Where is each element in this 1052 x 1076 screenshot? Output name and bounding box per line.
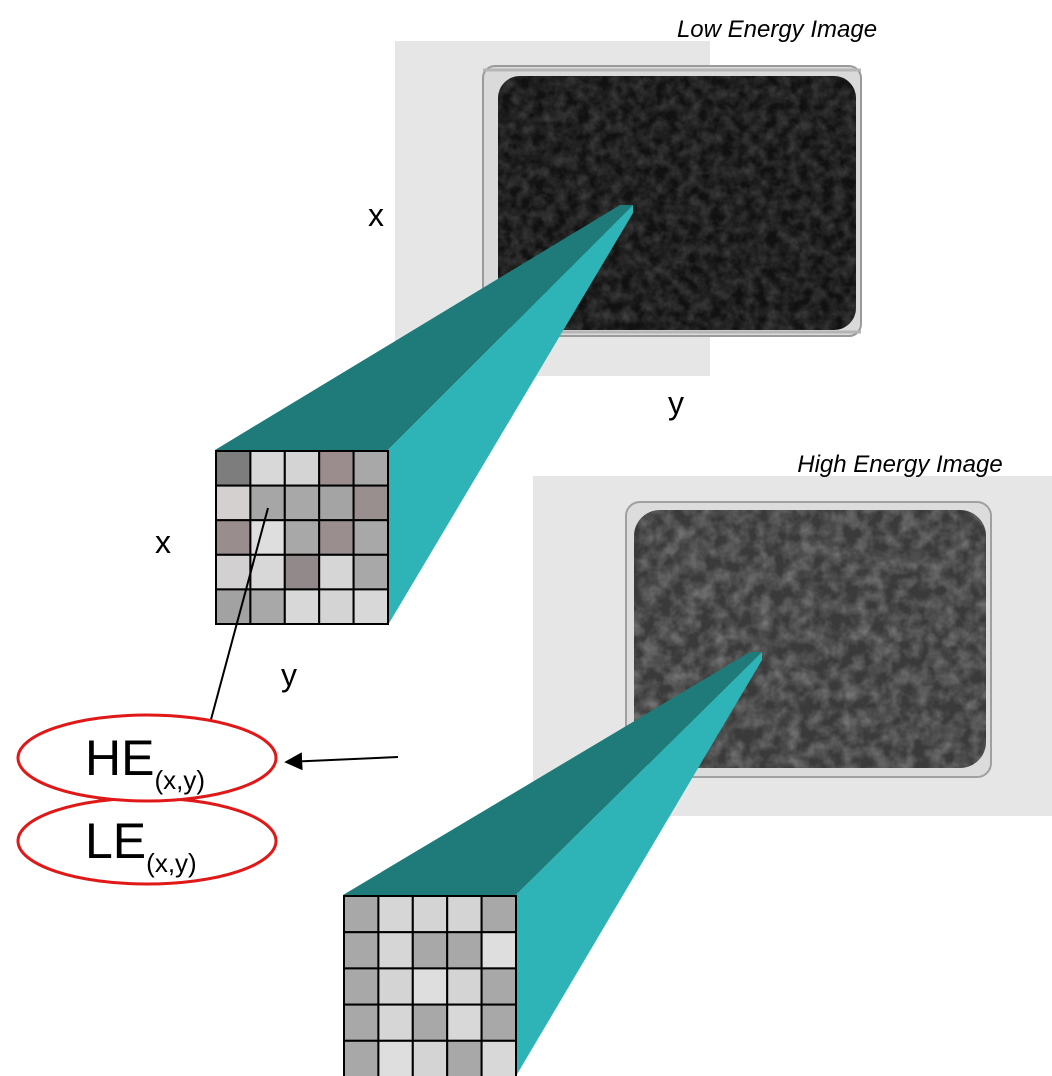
- low-grid-cell: [352, 553, 390, 591]
- low-grid-cell: [215, 519, 252, 556]
- low-grid-cell: [283, 553, 321, 591]
- high-grid-cell: [377, 967, 414, 1006]
- low-grid-cell: [215, 450, 252, 487]
- low-grid-cell: [352, 588, 390, 626]
- high-grid-cell: [480, 895, 518, 934]
- low-grid-y-label: y: [281, 657, 297, 693]
- high-grid-cell: [480, 931, 518, 970]
- low-grid-cell: [283, 588, 321, 626]
- high-grid-cell: [411, 1003, 449, 1042]
- high-grid-cell: [343, 931, 380, 970]
- high-grid-cell: [343, 895, 380, 934]
- he-ellipse: HE(x,y): [16, 713, 278, 803]
- high-pixel-grid: [343, 895, 518, 1076]
- high-grid-cell: [377, 931, 414, 970]
- low-pixel-grid: [215, 450, 390, 626]
- low-grid-cell: [249, 484, 286, 522]
- high-grid-cell: [411, 895, 449, 934]
- high-grid-cell: [411, 1039, 449, 1076]
- low-grid-cell: [249, 450, 286, 487]
- low-grid-cell: [352, 450, 390, 487]
- low-grid-x-label: x: [155, 524, 171, 560]
- low-grid-cell: [249, 519, 286, 556]
- high-zoom-prism-side: [516, 652, 762, 1076]
- high-grid-cell: [480, 1003, 518, 1042]
- low-zoom-prism-top: [215, 205, 633, 450]
- le-ellipse: LE(x,y): [16, 796, 278, 886]
- low-grid-cell: [352, 484, 390, 522]
- low-image-x-label: x: [368, 197, 384, 233]
- high-grid-cell: [446, 1039, 483, 1076]
- low-grid-cell: [249, 553, 286, 591]
- high-grid-cell: [411, 967, 449, 1006]
- high-energy-title: High Energy Image: [797, 451, 1002, 478]
- low-grid-cell: [352, 519, 390, 556]
- low-energy-title: Low Energy Image: [677, 16, 877, 43]
- high-grid-cell: [480, 1039, 518, 1076]
- low-grid-cell: [318, 519, 355, 556]
- le-label-main: LE: [85, 813, 146, 869]
- he-label-main: HE: [85, 730, 154, 786]
- low-grid-cell: [318, 484, 355, 522]
- svg-text:HE(x,y): HE(x,y): [85, 730, 205, 795]
- low-grid-cell: [215, 484, 252, 522]
- high-grid-cell: [446, 967, 483, 1006]
- high-grid-cell: [446, 1003, 483, 1042]
- high-grid-cell: [343, 967, 380, 1006]
- high-grid-cell: [377, 1039, 414, 1076]
- high-grid-cell: [480, 967, 518, 1006]
- low-grid-cell: [249, 588, 286, 626]
- high-grid-cell: [377, 895, 414, 934]
- high-grid-cell: [411, 931, 449, 970]
- low-grid-cell: [318, 450, 355, 487]
- high-grid-cell: [343, 1039, 380, 1076]
- high-zoom-prism: [343, 652, 762, 1076]
- high-grid-cell: [377, 1003, 414, 1042]
- low-grid-cell: [318, 553, 355, 591]
- low-grid-cell: [283, 450, 321, 487]
- high-grid-cell: [446, 895, 483, 934]
- high-zoom-prism-top: [343, 652, 762, 895]
- low-image-y-label: y: [668, 385, 684, 421]
- low-grid-cell: [318, 588, 355, 626]
- low-grid-cell: [283, 484, 321, 522]
- high-grid-cell: [446, 931, 483, 970]
- svg-text:LE(x,y): LE(x,y): [85, 813, 197, 878]
- le-label-sub: (x,y): [146, 848, 197, 878]
- low-grid-cell: [215, 553, 252, 591]
- he-label-sub: (x,y): [154, 765, 205, 795]
- high-grid-cell: [343, 1003, 380, 1042]
- low-grid-cell: [283, 519, 321, 556]
- low-zoom-prism: [215, 205, 633, 625]
- he-arrow: [284, 752, 399, 771]
- low-zoom-prism-side: [388, 205, 633, 625]
